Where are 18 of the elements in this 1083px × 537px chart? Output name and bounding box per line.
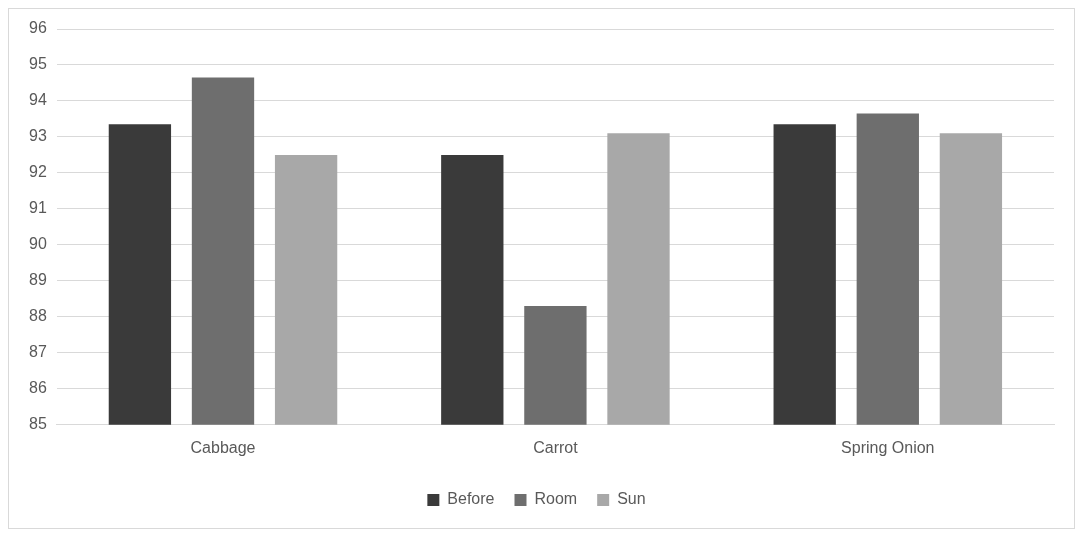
y-tick-label: 91 bbox=[29, 199, 47, 217]
y-tick-label: 87 bbox=[29, 343, 47, 361]
x-tick-label: Cabbage bbox=[190, 438, 256, 456]
y-tick-label: 85 bbox=[29, 415, 47, 433]
y-tick-label: 89 bbox=[29, 271, 47, 289]
y-tick-label: 92 bbox=[29, 163, 47, 181]
x-tick-label: Carrot bbox=[533, 438, 579, 456]
x-tick-label: Spring Onion bbox=[841, 438, 935, 456]
y-tick-label: 86 bbox=[29, 379, 47, 397]
y-tick-label: 96 bbox=[29, 19, 47, 37]
y-tick-label: 90 bbox=[29, 235, 47, 253]
y-tick-label: 88 bbox=[29, 307, 47, 325]
legend-label: Sun bbox=[617, 490, 646, 508]
legend-label: Room bbox=[534, 490, 578, 508]
legend-label: Before bbox=[447, 490, 495, 508]
y-tick-label: 93 bbox=[29, 127, 47, 145]
y-tick-label: 95 bbox=[29, 55, 47, 73]
y-tick-label: 94 bbox=[29, 91, 47, 109]
